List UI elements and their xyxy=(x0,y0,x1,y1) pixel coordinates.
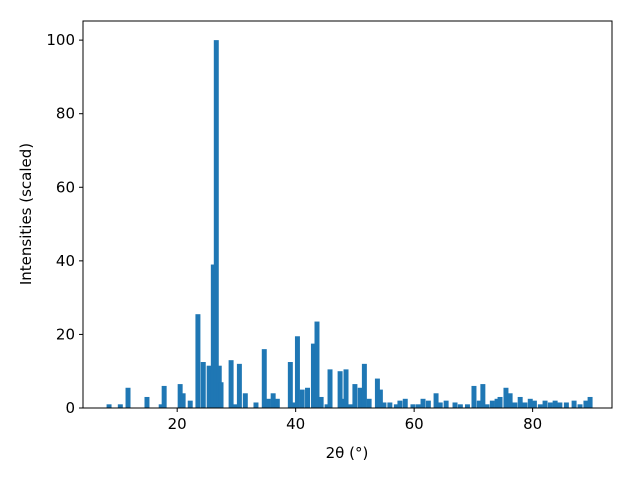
bar xyxy=(522,402,528,408)
y-tick-label: 100 xyxy=(46,31,75,49)
bar xyxy=(374,378,380,408)
bar xyxy=(327,369,333,408)
bar xyxy=(484,404,490,408)
bar xyxy=(265,398,271,408)
bar xyxy=(552,400,558,408)
bar xyxy=(357,387,363,408)
x-axis-label: 2θ (°) xyxy=(326,444,369,462)
bar xyxy=(517,396,523,408)
bar xyxy=(587,396,593,408)
bar xyxy=(583,400,589,408)
bar xyxy=(206,365,212,408)
bar xyxy=(187,400,193,408)
plot-frame xyxy=(82,20,613,409)
bar xyxy=(542,400,548,408)
bar xyxy=(571,400,577,408)
y-axis-label: Intensities (scaled) xyxy=(17,143,35,285)
bar xyxy=(290,402,296,408)
bar xyxy=(347,404,353,408)
bar xyxy=(410,404,416,408)
bar xyxy=(314,321,320,408)
bar xyxy=(200,362,206,408)
x-tick-label: 20 xyxy=(168,415,187,433)
bar xyxy=(425,400,431,408)
bar xyxy=(537,404,543,408)
bar xyxy=(415,404,421,408)
bar xyxy=(563,402,569,408)
bar xyxy=(161,385,167,408)
bar xyxy=(274,398,280,408)
bar xyxy=(494,398,500,408)
bar xyxy=(144,396,150,408)
bar xyxy=(195,314,201,408)
bar xyxy=(507,393,513,408)
bar xyxy=(577,404,583,408)
y-tick-label: 60 xyxy=(56,178,75,196)
bar xyxy=(387,402,393,408)
bar xyxy=(452,402,458,408)
y-tick-label: 80 xyxy=(56,105,75,123)
bar xyxy=(464,404,470,408)
bar xyxy=(437,402,443,408)
bar xyxy=(366,398,372,408)
bar xyxy=(261,349,267,408)
bar xyxy=(352,384,358,408)
bar xyxy=(443,400,449,408)
bar xyxy=(117,404,123,408)
bar xyxy=(476,400,482,408)
bar xyxy=(299,389,305,408)
bar xyxy=(471,385,477,408)
bar xyxy=(218,382,224,408)
bar xyxy=(393,404,399,408)
bar xyxy=(270,393,276,408)
bar xyxy=(232,404,238,408)
bar xyxy=(177,384,183,408)
bar xyxy=(343,369,349,408)
bar xyxy=(180,393,186,408)
bar xyxy=(106,404,112,408)
bar xyxy=(381,402,387,408)
bar xyxy=(420,398,426,408)
y-tick-label: 0 xyxy=(65,399,75,417)
x-tick-label: 60 xyxy=(405,415,424,433)
bar xyxy=(125,387,131,408)
bar xyxy=(158,404,164,408)
bar xyxy=(213,40,219,409)
bar xyxy=(480,384,486,408)
bar xyxy=(512,402,518,408)
bar xyxy=(527,398,533,408)
bar xyxy=(236,363,242,408)
bar xyxy=(547,402,553,408)
bar xyxy=(377,389,383,408)
bar xyxy=(294,336,300,408)
bar xyxy=(324,404,330,408)
bar xyxy=(489,400,495,408)
bar xyxy=(253,402,259,408)
bar xyxy=(497,396,503,408)
bar xyxy=(557,402,563,408)
bar xyxy=(318,396,324,408)
bar xyxy=(361,363,367,408)
bar xyxy=(242,393,248,408)
y-tick-label: 20 xyxy=(56,325,75,343)
bar xyxy=(433,393,439,408)
y-tick-label: 40 xyxy=(56,252,75,270)
bar xyxy=(337,371,343,408)
bar xyxy=(503,387,509,408)
bar xyxy=(457,404,463,408)
bar xyxy=(397,400,403,408)
bar xyxy=(310,343,316,408)
x-tick-label: 40 xyxy=(286,415,305,433)
bar xyxy=(402,398,408,408)
bar xyxy=(531,400,537,408)
bar xyxy=(305,387,311,408)
bar xyxy=(228,360,234,408)
bar xyxy=(287,362,293,408)
bar xyxy=(210,264,216,408)
x-tick-label: 80 xyxy=(523,415,542,433)
